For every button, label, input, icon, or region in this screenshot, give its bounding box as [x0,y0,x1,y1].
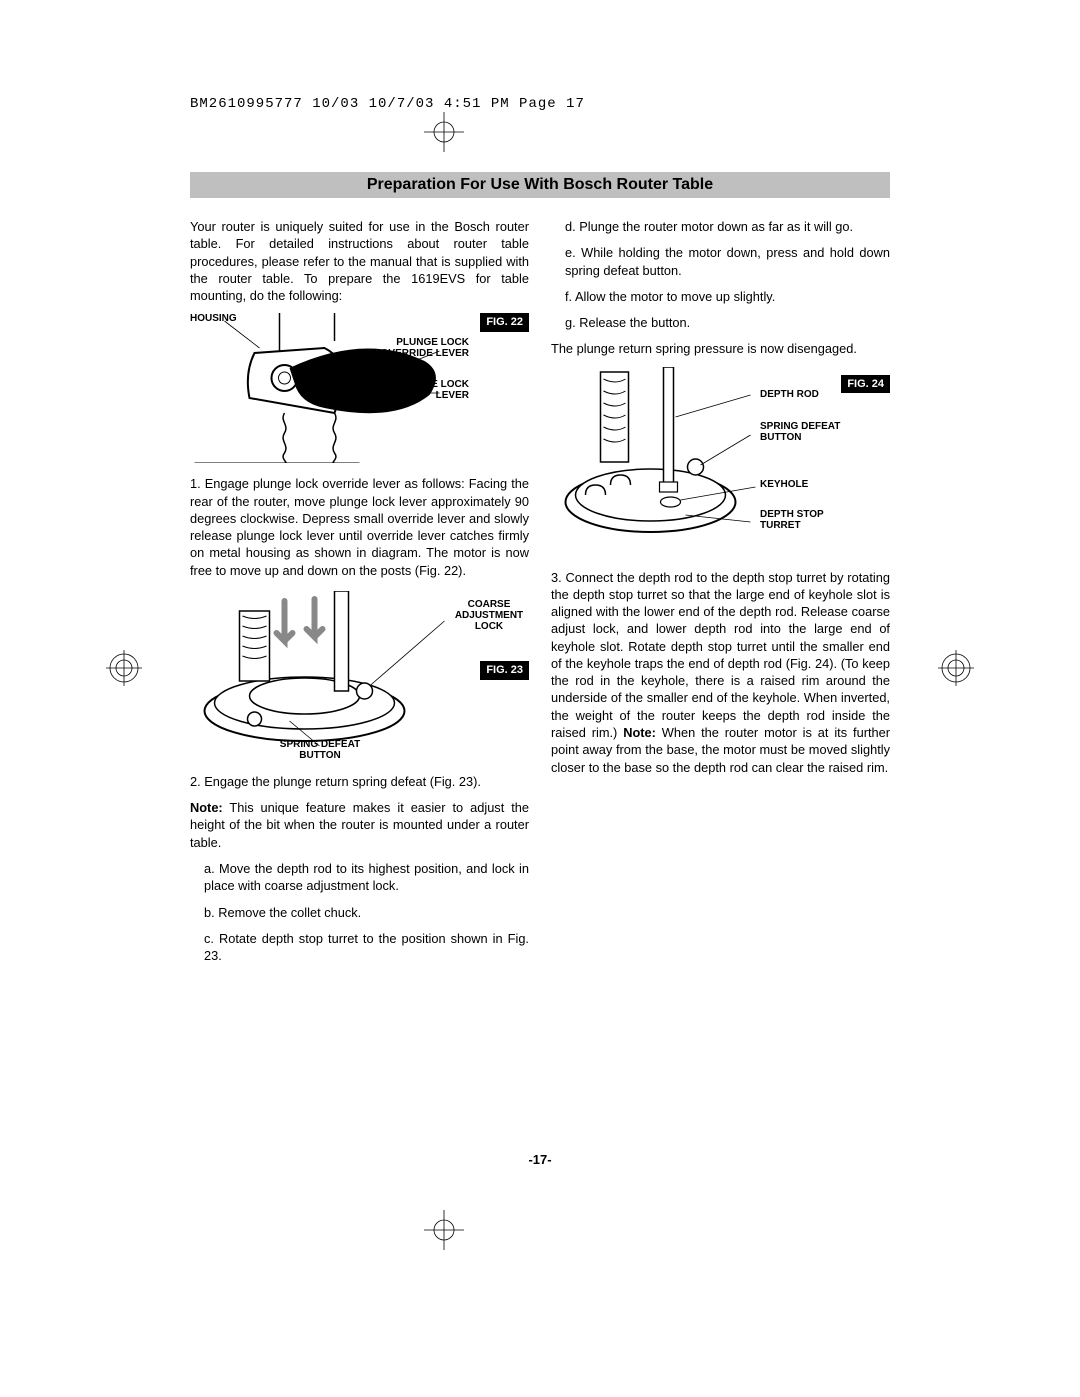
step-3: 3. Connect the depth rod to the depth st… [551,569,890,776]
figure-label: DEPTH ROD [760,389,830,400]
crop-mark-icon [104,648,144,688]
figure-label: COARSE ADJUSTMENT LOCK [449,599,529,632]
figure-label: PLUNGE LOCK LEVER [379,379,469,401]
crop-mark-icon [424,1210,464,1250]
step-2f: f. Allow the motor to move up slightly. [551,288,890,305]
step-2a: a. Move the depth rod to its highest pos… [190,860,529,895]
manual-page: BM2610995777 10/03 10/7/03 4:51 PM Page … [0,0,1080,1397]
figure-label: SPRING DEFEAT BUTTON [760,421,850,443]
figure-tag: FIG. 22 [480,313,529,332]
content-columns: Your router is uniquely suited for use i… [190,218,890,1167]
step-2d: d. Plunge the router motor down as far a… [551,218,890,235]
section-title-bar: Preparation For Use With Bosch Router Ta… [190,172,890,198]
intro-text: Your router is uniquely suited for use i… [190,218,529,304]
figure-22: FIG. 22 HOUSING PLUNGE LOCK OVERRIDE LEV… [190,313,529,463]
crop-mark-icon [424,112,464,152]
figure-label: DEPTH STOP TURRET [760,509,840,531]
step-2b: b. Remove the collet chuck. [190,904,529,921]
step-1: 1. Engage plunge lock override lever as … [190,475,529,579]
step-2g: g. Release the button. [551,314,890,331]
step-2c: c. Rotate depth stop turret to the posit… [190,930,529,965]
spring-note: The plunge return spring pressure is now… [551,340,890,357]
figure-tag: FIG. 23 [480,661,529,680]
step-2-note: Note: This unique feature makes it easie… [190,799,529,851]
figure-23: FIG. 23 COARSE ADJUSTMENT LOCK SPRING DE… [190,591,529,761]
page-number: -17- [0,1152,1080,1167]
figure-label: KEYHOLE [760,479,830,490]
figure-24: FIG. 24 DEPTH ROD SPRING DEFEAT BUTTON K… [551,367,890,557]
figure-label: PLUNGE LOCK OVERRIDE LEVER [379,337,469,359]
print-header: BM2610995777 10/03 10/7/03 4:51 PM Page … [190,96,585,112]
section-title: Preparation For Use With Bosch Router Ta… [367,176,713,194]
right-column: d. Plunge the router motor down as far a… [551,218,890,1167]
step-2: 2. Engage the plunge return spring defea… [190,773,529,790]
figure-tag: FIG. 24 [841,375,890,394]
figure-label: HOUSING [190,313,237,324]
left-column: Your router is uniquely suited for use i… [190,218,529,1167]
crop-mark-icon [936,648,976,688]
figure-label: SPRING DEFEAT BUTTON [270,739,370,761]
step-2e: e. While holding the motor down, press a… [551,244,890,279]
figure-22-illustration [190,313,529,463]
